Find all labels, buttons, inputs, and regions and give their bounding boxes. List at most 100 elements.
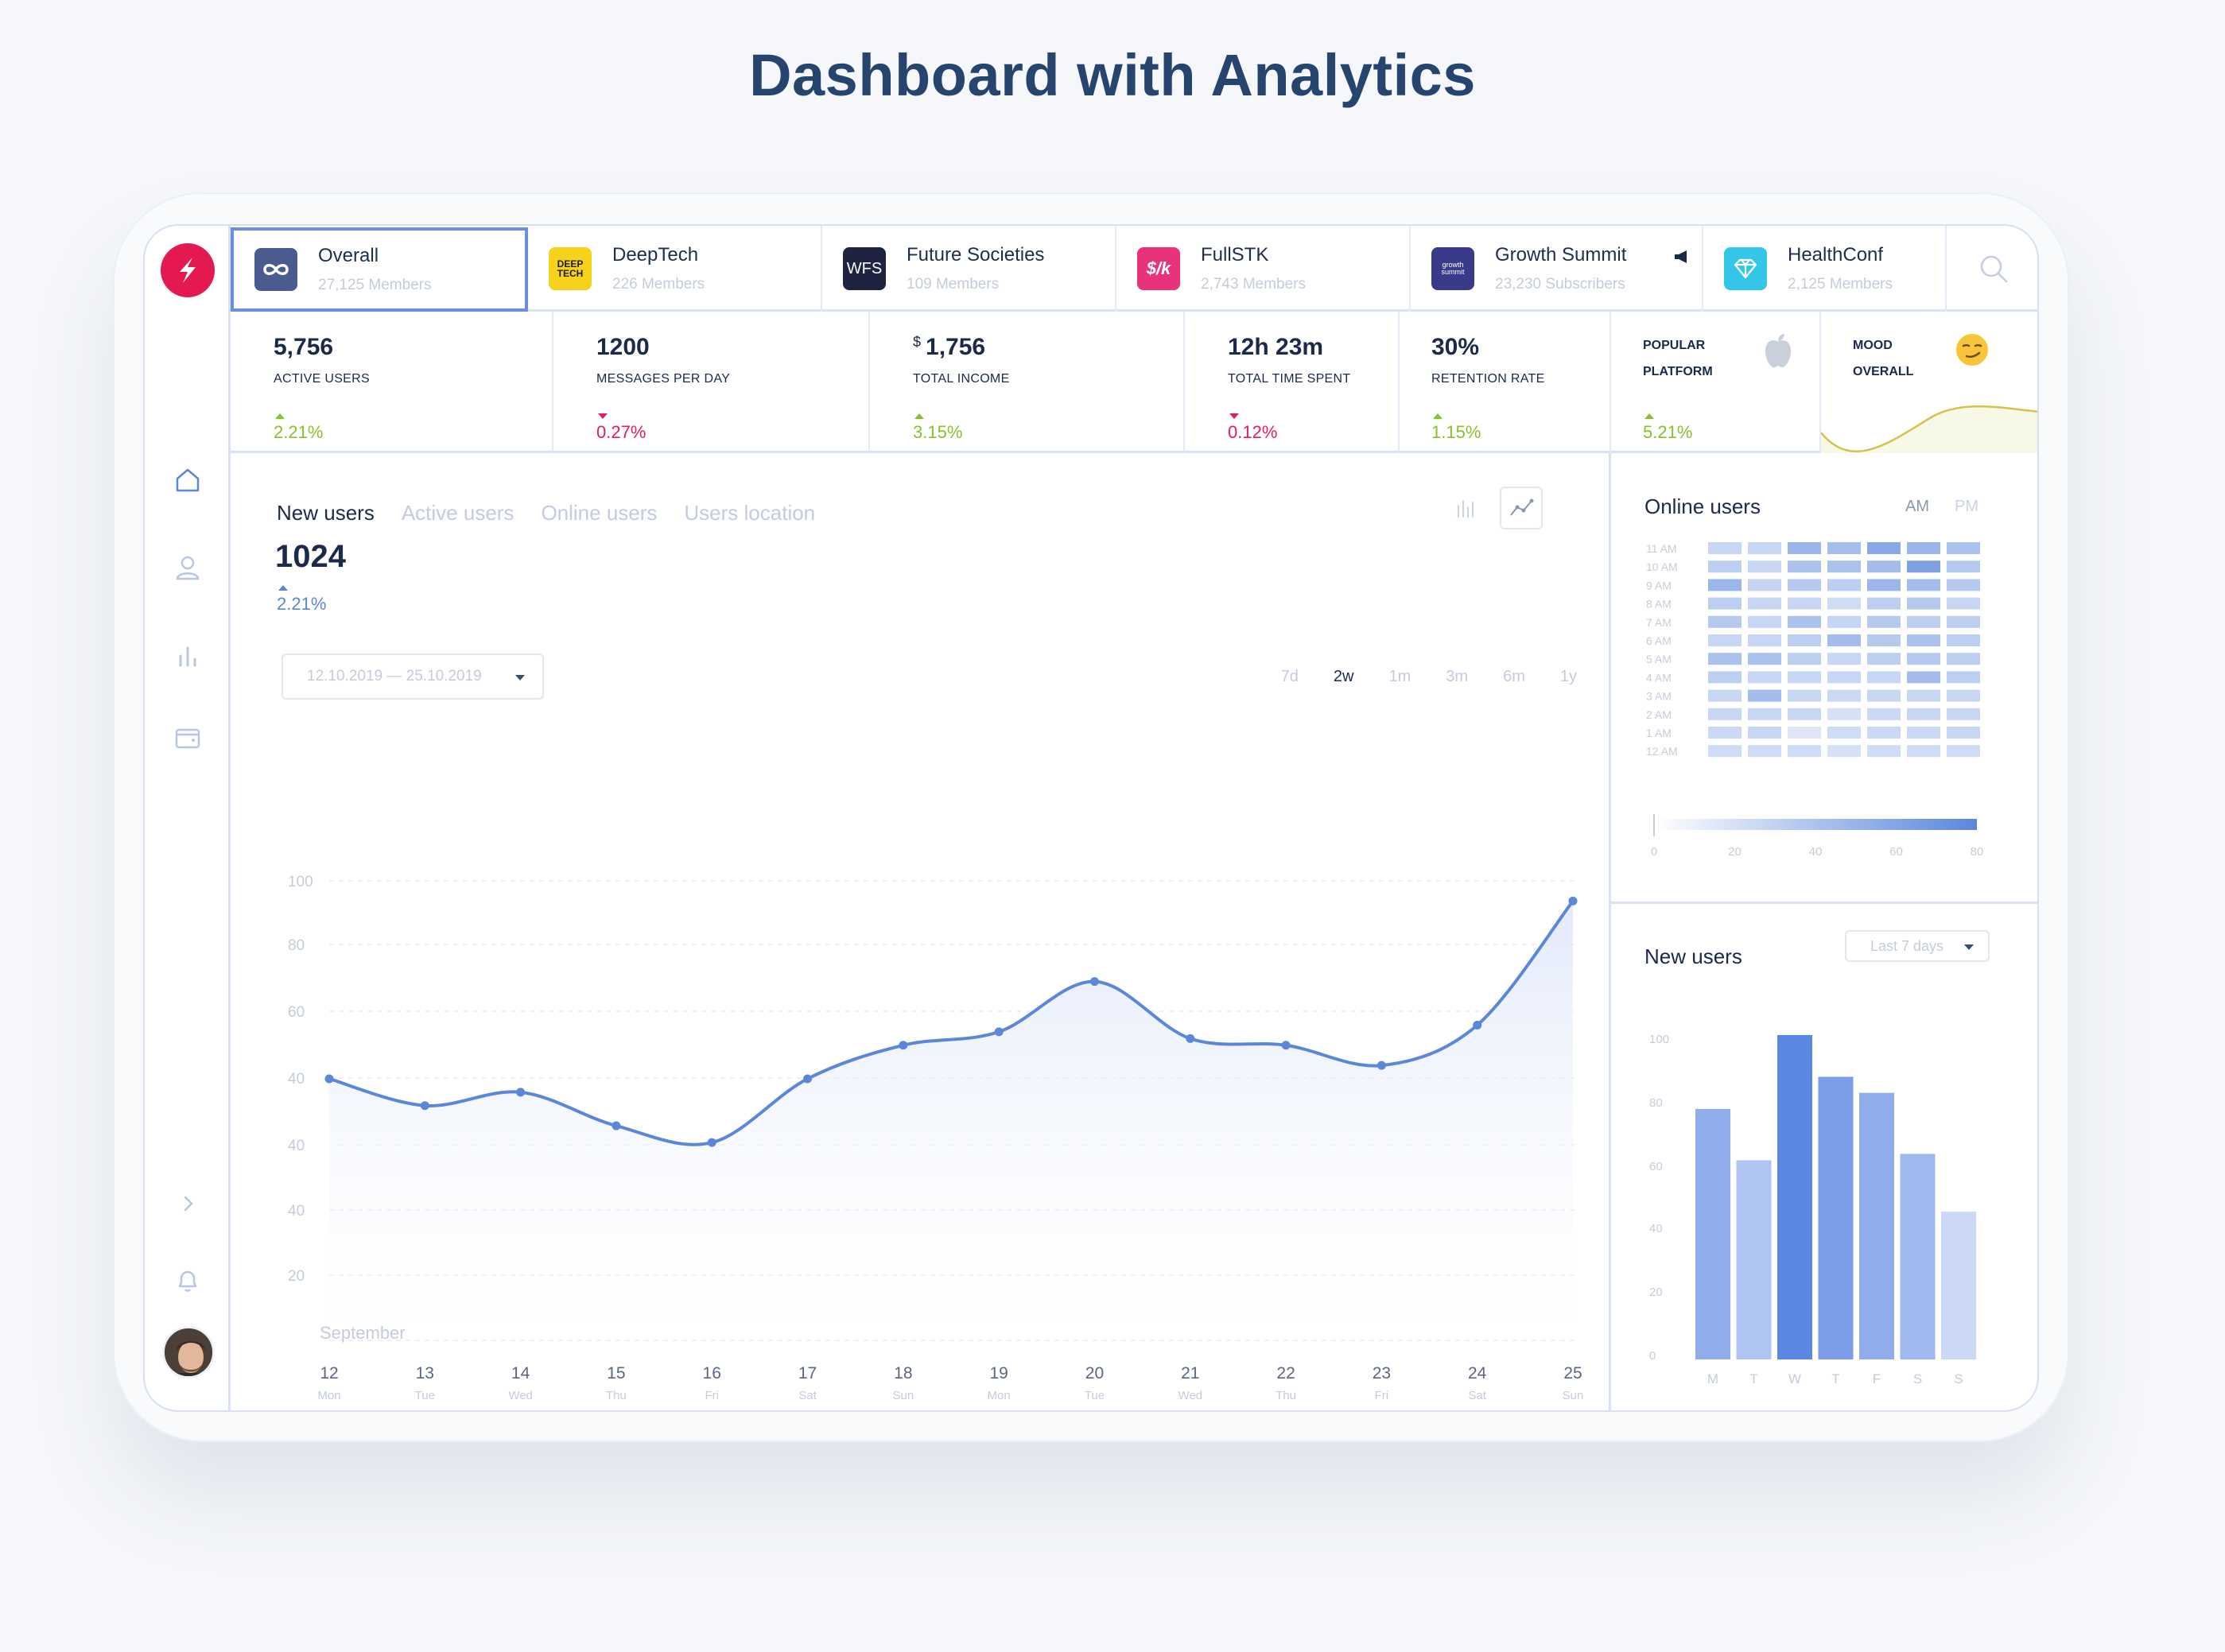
am-toggle[interactable]: AM (1905, 498, 1929, 515)
tab-users-location[interactable]: Users location (684, 501, 816, 525)
data-point[interactable] (1089, 977, 1099, 987)
data-point[interactable] (1186, 1033, 1195, 1043)
data-point[interactable] (1473, 1020, 1482, 1030)
overall-logo-icon (254, 248, 297, 291)
range-1m[interactable]: 1m (1388, 668, 1411, 685)
data-point[interactable] (994, 1027, 1004, 1037)
tab-deeptech[interactable]: DEEP TECH DeepTech 226 Members (528, 226, 822, 312)
heatmap-cell (1867, 560, 1901, 573)
x-tick-label: 13 (416, 1364, 434, 1382)
range-3m[interactable]: 3m (1446, 668, 1469, 685)
tab-members: 2,125 Members (1788, 276, 1893, 293)
period-select[interactable]: Last 7 days (1845, 930, 1990, 962)
data-point[interactable] (707, 1138, 716, 1147)
chart-icon[interactable] (172, 639, 204, 671)
app-logo[interactable] (161, 243, 215, 297)
data-point[interactable] (1377, 1061, 1386, 1070)
tab-name: DeepTech (612, 244, 699, 266)
smirk-emoji-icon (1955, 332, 1990, 371)
range-7d[interactable]: 7d (1280, 668, 1299, 685)
data-point[interactable] (420, 1101, 429, 1111)
data-point[interactable] (1568, 896, 1578, 905)
tab-online-users[interactable]: Online users (541, 501, 658, 525)
range-selector: 7d 2w 1m 3m 6m 1y (1246, 668, 1577, 686)
date-range-select[interactable]: 12.10.2019 — 25.10.2019 (282, 653, 544, 700)
tab-overall[interactable]: Overall 27,125 Members (231, 227, 528, 312)
stat-value: 30% (1431, 334, 1480, 360)
y-tick-label: 80 (288, 937, 305, 954)
legend-tick-label: 80 (1971, 845, 1984, 859)
data-point[interactable] (324, 1074, 334, 1084)
bell-icon[interactable] (172, 1264, 204, 1296)
heatmap-cell (1748, 597, 1781, 610)
data-point[interactable] (612, 1121, 621, 1130)
bar[interactable] (1695, 1108, 1730, 1359)
avatar[interactable] (162, 1326, 215, 1379)
data-point[interactable] (803, 1074, 813, 1084)
wallet-icon[interactable] (172, 722, 204, 754)
right-panels: Online users AM PM 11 AM 10 AM 9 AM 8 AM 7 A… (1611, 453, 2037, 1410)
tab-active-users[interactable]: Active users (401, 501, 515, 525)
heatmap-row-label: 2 AM (1646, 708, 1672, 721)
user-icon[interactable] (172, 552, 204, 584)
heatmap-cell (1748, 615, 1781, 628)
heatmap-cell (1748, 708, 1781, 720)
heatmap-cell (1708, 671, 1742, 684)
bar[interactable] (1941, 1212, 1976, 1359)
tab-growth-summit[interactable]: growth summit Growth Summit 23,230 Subscri… (1411, 226, 1703, 312)
heatmap-cell (1947, 542, 1980, 554)
y-tick-label: 60 (288, 1004, 305, 1021)
bar[interactable] (1859, 1092, 1894, 1359)
x-tick-sublabel: Thu (1276, 1389, 1296, 1402)
heatmap-cell (1867, 745, 1901, 758)
data-point[interactable] (1281, 1041, 1291, 1050)
stat-change: 5.21% (1643, 413, 1692, 443)
x-tick-label: 19 (989, 1364, 1008, 1382)
heatmap-cell (1907, 708, 1940, 720)
data-point[interactable] (899, 1041, 908, 1050)
bar[interactable] (1818, 1076, 1854, 1359)
caret-down-icon (1964, 944, 1974, 950)
stat-label: TOTAL TIME SPENT (1228, 372, 1351, 386)
heatmap-row-label: 3 AM (1646, 690, 1672, 703)
range-6m[interactable]: 6m (1503, 668, 1525, 685)
healthconf-logo-icon (1724, 247, 1767, 290)
bar[interactable] (1777, 1034, 1812, 1359)
heatmap-cell (1947, 597, 1980, 610)
heatmap-cell (1788, 542, 1821, 554)
bar-view-button[interactable] (1444, 487, 1487, 529)
tab-fullstk[interactable]: $/k FullSTK 2,743 Members (1116, 226, 1411, 312)
tab-name: FullSTK (1201, 244, 1269, 266)
page-title: Dashboard with Analytics (749, 42, 1476, 108)
y-tick-label: 40 (288, 1138, 305, 1154)
tab-new-users[interactable]: New users (277, 501, 375, 525)
heatmap-cell (1907, 579, 1940, 591)
heatmap-cell (1708, 615, 1742, 628)
new-users-change: 2.21% (277, 585, 326, 615)
stat-change: 0.12% (1228, 413, 1277, 443)
heatmap-cell (1867, 634, 1901, 646)
megaphone-icon (1673, 250, 1691, 268)
y-tick-label: 40 (288, 1203, 305, 1220)
legend-tick-label: 20 (1728, 845, 1742, 859)
tab-healthconf[interactable]: HealthConf 2,125 Members (1703, 226, 1947, 312)
pm-toggle[interactable]: PM (1955, 498, 1978, 515)
tab-future-societies[interactable]: WFS Future Societies 109 Members (822, 226, 1116, 312)
home-icon[interactable] (172, 464, 204, 496)
heatmap-cell (1867, 727, 1901, 739)
search-button[interactable] (1947, 226, 2037, 312)
bar[interactable] (1900, 1154, 1936, 1359)
chart-tabs: New users Active users Online users User… (277, 501, 842, 525)
x-tick-label: W (1788, 1371, 1801, 1386)
x-tick-sublabel: Sat (1468, 1389, 1486, 1402)
chevron-right-icon[interactable] (172, 1188, 204, 1220)
data-point[interactable] (516, 1088, 526, 1097)
new-users-panel-title: New users (1644, 944, 1742, 968)
heatmap-cell (1867, 579, 1901, 591)
bar[interactable] (1736, 1160, 1772, 1359)
range-1y[interactable]: 1y (1559, 668, 1577, 685)
heatmap-cell (1907, 542, 1940, 554)
range-2w[interactable]: 2w (1333, 668, 1354, 685)
line-view-button[interactable] (1500, 487, 1543, 529)
heatmap-cell (1907, 745, 1940, 758)
